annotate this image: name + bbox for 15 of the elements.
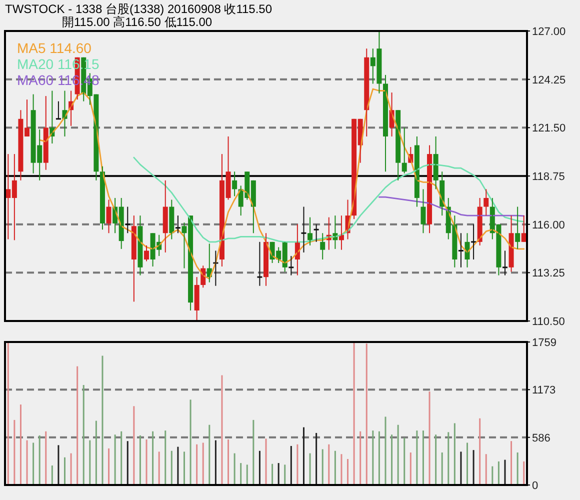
y-tick-label: 121.50 (532, 122, 566, 135)
text: MA5 114.60 (17, 40, 92, 56)
y-tick-label: 127.00 (532, 26, 566, 38)
y-tick-label: 116.00 (532, 219, 565, 232)
y-tick-label: 110.50 (532, 316, 565, 328)
y-tick-label: 118.75 (532, 171, 565, 183)
chart-title: TWSTOCK - 1338 台股(1338) 20160908 收115.50 (5, 2, 272, 16)
y-tick-label: 113.25 (532, 268, 565, 280)
chart-subtitle: 開115.00 高116.50 低115.00 (62, 15, 212, 29)
y-tick-label: 1759 (532, 337, 556, 349)
y-tick-label: 586 (532, 432, 550, 444)
y-tick-label: 124.25 (532, 74, 566, 86)
y-tick-label: 0 (532, 480, 538, 492)
y-tick-label: 1173 (532, 384, 556, 397)
line-series (378, 196, 525, 217)
